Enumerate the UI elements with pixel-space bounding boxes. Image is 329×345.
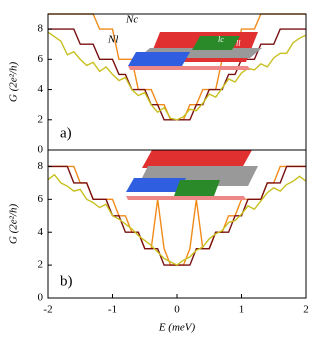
annotation: Nl [107,34,118,46]
y-tick-label: 0 [38,292,44,304]
x-tick-label: -2 [43,304,52,316]
x-tick-label: 2 [303,304,309,316]
y-tick-label: 4 [38,226,44,238]
panel-label: b) [60,273,73,289]
annotation: lc [218,35,224,44]
y-tick-label: 4 [38,83,44,95]
inset-b [126,150,258,200]
annotation: ll [236,39,241,48]
y-tick-label: 2 [38,259,44,271]
series-line [47,173,307,266]
x-tick-label: 1 [239,304,245,316]
x-tick-label: -1 [108,304,117,316]
y-axis-title: G (2e²/h) [8,62,20,103]
panel-label: a) [60,125,72,141]
y-tick-label: 6 [38,53,44,65]
inset-a [128,32,262,70]
y-axis-title: G (2e²/h) [8,204,20,245]
series-line [47,31,307,121]
y-tick-label: 2 [38,113,44,125]
y-tick-label: 8 [38,23,44,35]
labels: 0 2 4 6 8 a) G (2e²/h) Nc Nl lc ll 0 2 4 6 8 -2 -1 0 1 2 b) G … [8,13,309,334]
annotation: Nc [125,14,138,26]
x-tick-label: 0 [174,304,180,316]
y-tick-label: 0 [38,144,44,156]
x-axis-title: E (meV) [158,322,196,334]
y-tick-label: 6 [38,193,44,205]
y-tick-label: 8 [38,160,44,172]
